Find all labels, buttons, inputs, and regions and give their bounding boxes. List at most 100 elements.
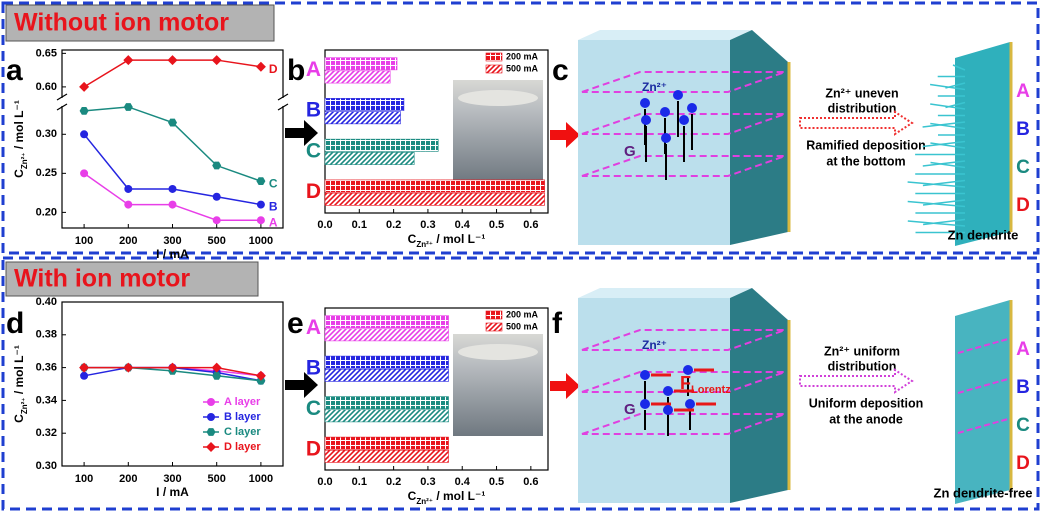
category-label: B: [306, 99, 321, 122]
marker: [206, 428, 216, 436]
x-tick-label: 300: [163, 235, 181, 247]
ion: [685, 399, 695, 409]
bar: [324, 111, 401, 125]
marker: [256, 177, 266, 186]
marker: [207, 398, 215, 406]
bar: [324, 192, 545, 206]
x-tick-label: 500: [208, 473, 226, 485]
bar: [324, 70, 391, 84]
x-tick-label: 0.0: [317, 476, 332, 488]
axis-label-main: C: [408, 232, 417, 246]
bar: [324, 436, 449, 450]
x-tick-label: 200: [119, 473, 137, 485]
cell-front: [578, 298, 730, 503]
axis-label-unit: / mol L⁻¹: [12, 100, 26, 152]
category-label: A: [306, 316, 321, 339]
electrode: [730, 30, 788, 245]
layer-label: A: [1016, 339, 1030, 360]
ion: [673, 90, 683, 100]
layer-label: A: [1016, 81, 1030, 102]
axis-break-mark: [277, 93, 289, 101]
y-tick-label: 0.34: [36, 394, 58, 406]
axis-label-unit: / mol L⁻¹: [433, 489, 485, 503]
force-label-sub: Lorentz: [691, 384, 731, 396]
marker: [256, 200, 265, 209]
ion: [640, 399, 650, 409]
dendrite: [907, 220, 966, 227]
category-label: D: [306, 437, 321, 460]
arrow: [550, 373, 580, 399]
arrow: [285, 372, 318, 398]
ion: [683, 365, 693, 375]
marker: [124, 200, 133, 209]
axis-break-mark: [56, 93, 68, 101]
section-frame: [1, 256, 1040, 511]
series-label: C: [269, 176, 278, 190]
panel-label: a: [6, 54, 23, 87]
category-label: B: [306, 356, 321, 379]
marker: [255, 370, 266, 381]
x-tick-label: 0.2: [386, 476, 401, 488]
marker: [212, 192, 221, 201]
x-tick-label: 0.4: [455, 476, 471, 488]
marker: [123, 362, 134, 373]
bar: [324, 368, 449, 382]
legend-label: 200 mA: [506, 51, 539, 61]
x-tick-label: 300: [163, 473, 181, 485]
marker: [168, 200, 177, 209]
cell-front: [578, 40, 730, 245]
arrow: [285, 120, 318, 146]
ion: [641, 115, 651, 125]
panel-label: f: [552, 307, 563, 340]
legend-label: A layer: [224, 396, 261, 408]
photo-detail: [458, 90, 538, 106]
category-label: C: [306, 139, 321, 162]
anode: [955, 42, 1010, 246]
electrode: [730, 288, 788, 503]
bar: [324, 355, 449, 369]
line-chart: 0.30 0.32 0.34 0.36 0.38 0.40 100 200 300 500 1000…: [12, 296, 284, 499]
axis-label: CZn²⁺ / mol L⁻¹: [408, 232, 486, 248]
anode: [955, 300, 1010, 504]
axis-label-sub: Zn²⁺: [416, 240, 433, 249]
marker: [212, 216, 221, 225]
x-tick-label: 100: [75, 235, 93, 247]
x-tick-label: 0.5: [489, 476, 504, 488]
marker: [123, 103, 133, 111]
series-label: A: [269, 215, 278, 229]
marker: [80, 169, 89, 178]
marker: [168, 118, 177, 127]
legend-swatch: [485, 64, 503, 74]
axis-break: [280, 97, 286, 106]
layer-label: B: [1016, 119, 1030, 140]
y-tick-label: 0.60: [36, 81, 57, 93]
deposition: Uniform deposition: [809, 396, 924, 410]
section-frame: [1, 1, 1040, 255]
axis-label-unit: / mol L⁻¹: [12, 345, 26, 397]
marker: [123, 55, 134, 66]
arrow: [550, 122, 580, 148]
ion: [640, 98, 650, 108]
marker: [211, 362, 222, 373]
dendrite: [952, 64, 966, 71]
deposition: at the bottom: [826, 154, 905, 168]
bar: [324, 152, 415, 165]
legend-swatch: [485, 310, 503, 320]
bar: [324, 328, 449, 342]
section-title: With ion motor: [14, 265, 190, 293]
marker: [79, 81, 90, 92]
x-tick-label: 0.2: [386, 219, 401, 231]
bar: [324, 315, 449, 329]
ion: [687, 103, 697, 113]
marker: [212, 161, 222, 170]
x-tick-label: 0.6: [523, 476, 538, 488]
bar: [324, 396, 449, 410]
bar: [324, 409, 449, 423]
cell-top: [578, 30, 752, 40]
series-label: B: [269, 200, 278, 214]
